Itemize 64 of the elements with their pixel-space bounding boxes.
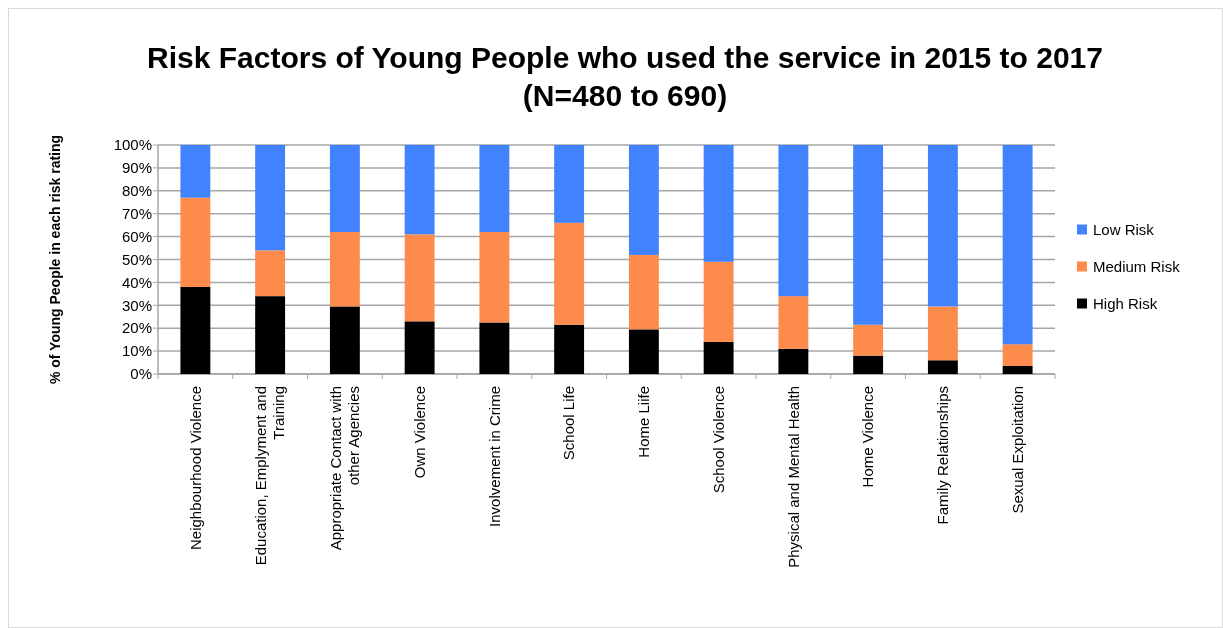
x-tick-label: Sexual Exploitation (1008, 386, 1026, 514)
y-tick-label: 50% (121, 250, 152, 268)
y-tick-label: 90% (121, 159, 152, 177)
bar (778, 296, 809, 349)
bar (479, 232, 510, 323)
x-tick-label: School Violence (709, 386, 727, 494)
bar (329, 145, 360, 233)
y-tick-label: 30% (121, 296, 152, 314)
bar (404, 145, 435, 235)
bar (628, 329, 659, 374)
bar (180, 145, 211, 198)
bar (329, 306, 360, 374)
x-tick-label: Education, Emplyment and Training (252, 386, 288, 566)
x-tick-label: Physical and Mental Health (784, 386, 802, 568)
bar (853, 355, 884, 374)
x-tick-label: Involvement in Crime (485, 386, 503, 527)
y-tick-label: 20% (121, 319, 152, 337)
bar (479, 145, 510, 233)
bar (1002, 145, 1033, 345)
bar (703, 145, 734, 262)
bar (703, 341, 734, 374)
y-tick-label: 0% (130, 365, 152, 383)
legend-label: Medium Risk (1093, 257, 1181, 275)
bar (778, 348, 809, 374)
bar (479, 322, 510, 374)
bar (628, 145, 659, 255)
bar (255, 296, 286, 374)
bar (404, 321, 435, 374)
legend-label: Low Risk (1093, 220, 1155, 238)
bar (778, 145, 809, 297)
bar (180, 197, 211, 287)
bar (255, 250, 286, 297)
y-tick-label: 40% (121, 273, 152, 291)
y-tick-label: 100% (113, 136, 152, 154)
bar (404, 234, 435, 322)
bar (927, 145, 958, 307)
bar (180, 286, 211, 374)
bar (1002, 344, 1033, 366)
bar (554, 222, 585, 325)
x-tick-label: Family Relationships (934, 386, 952, 525)
bar (255, 145, 286, 251)
bar (628, 254, 659, 330)
chart-title: Risk Factors of Young People who used the service in 2015 to 2017 (N=480 to 690) (147, 41, 1103, 112)
bar (853, 324, 884, 356)
y-tick-label: 80% (121, 182, 152, 200)
x-tick-label: Own Violence (410, 386, 428, 479)
x-tick-label: Home Liife (635, 386, 653, 458)
bar (1002, 365, 1033, 374)
bar (927, 306, 958, 361)
bar (853, 145, 884, 325)
y-tick-label: 60% (121, 227, 152, 245)
x-tick-label: Neighbourhood Violence (186, 386, 204, 551)
y-tick-label: 70% (121, 204, 152, 222)
bar (554, 145, 585, 223)
legend-label: High Risk (1093, 294, 1158, 312)
bar (927, 360, 958, 374)
bar (703, 261, 734, 342)
y-axis-title: % of Young People in each risk rating (47, 134, 63, 385)
x-tick-label: Appropriate Contact with other Agencies (327, 386, 363, 551)
x-tick-label: School Life (560, 386, 578, 461)
x-tick-label: Home Violence (859, 386, 877, 488)
bar (554, 324, 585, 374)
bar (329, 232, 360, 307)
y-tick-label: 10% (121, 342, 152, 360)
